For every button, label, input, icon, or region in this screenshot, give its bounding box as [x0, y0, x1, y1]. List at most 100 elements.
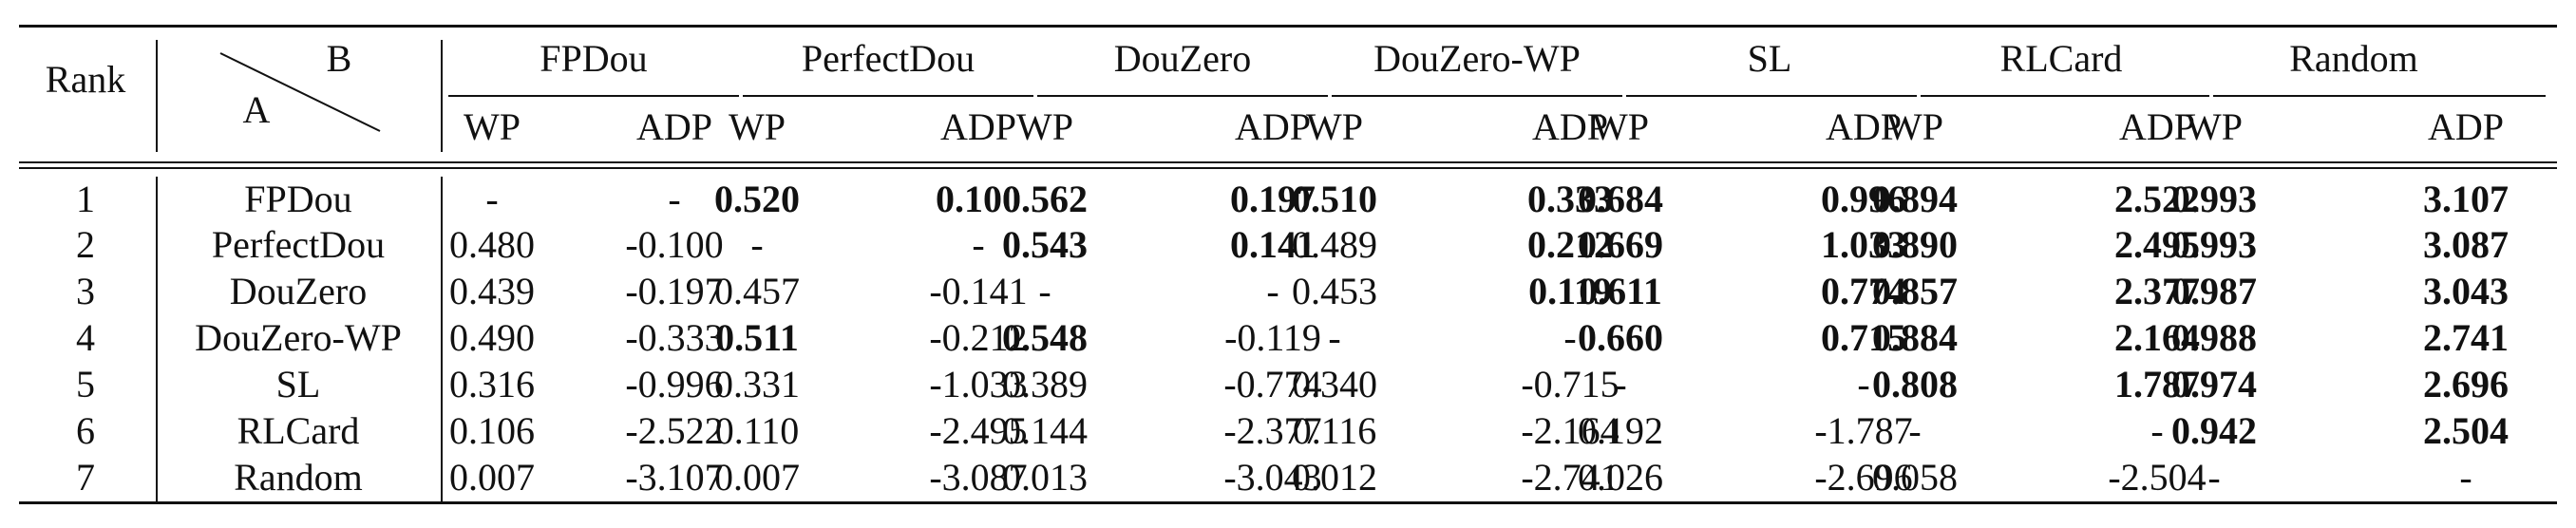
wp-cell: 0.116	[1292, 409, 1377, 452]
corner-label-a: A	[242, 88, 271, 131]
adp-cell: -0.996	[625, 363, 724, 405]
subheader-adp: ADP	[1825, 105, 1903, 148]
rank-cell: 4	[76, 316, 95, 359]
wp-cell: -	[485, 178, 499, 220]
column-group-header: PerfectDou	[801, 37, 975, 80]
wp-cell: 0.439	[449, 270, 535, 312]
wp-cell: 0.453	[1292, 270, 1377, 312]
adp-cell: -0.212	[929, 316, 1028, 359]
wp-cell: 0.110	[714, 409, 800, 452]
wp-cell: 0.331	[714, 363, 800, 405]
rank-cell: 1	[76, 178, 95, 220]
subheader-adp: ADP	[1531, 105, 1609, 148]
wp-cell: 0.520	[714, 178, 800, 220]
wp-cell: 0.026	[1578, 456, 1663, 499]
adp-cell: 2.495	[2114, 223, 2200, 266]
adp-cell: -	[1266, 270, 1279, 312]
wp-cell: -	[1908, 409, 1922, 452]
name-divider-header	[441, 40, 443, 152]
wp-cell: 0.490	[449, 316, 535, 359]
subheader-adp: ADP	[2427, 105, 2505, 148]
column-group-header: Random	[2289, 37, 2418, 80]
wp-cell: -	[1328, 316, 1341, 359]
adp-cell: 2.696	[2423, 363, 2509, 405]
wp-cell: -	[1038, 270, 1051, 312]
adp-cell: 0.333	[1527, 178, 1613, 220]
adp-cell: -0.333	[625, 316, 724, 359]
adp-cell: 1.033	[1821, 223, 1906, 266]
rank-cell: 3	[76, 270, 95, 312]
rank-cell: 7	[76, 456, 95, 499]
wp-cell: 0.144	[1002, 409, 1088, 452]
adp-cell: 0.197	[1230, 178, 1316, 220]
wp-cell: 0.660	[1578, 316, 1663, 359]
wp-cell: 0.669	[1578, 223, 1663, 266]
adp-cell: 0.100	[936, 178, 1021, 220]
group-underline	[1037, 95, 1328, 97]
name-divider-body	[441, 177, 443, 501]
wp-cell: 0.007	[449, 456, 535, 499]
wp-cell: 0.562	[1002, 178, 1088, 220]
adp-cell: -2.164	[1521, 409, 1619, 452]
column-group-header: DouZero	[1113, 37, 1252, 80]
adp-cell: -2.504	[2108, 456, 2207, 499]
agent-name-cell: FPDou	[244, 178, 352, 220]
wp-cell: 0.857	[1872, 270, 1958, 312]
adp-cell: 2.377	[2114, 270, 2200, 312]
corner-diagonal	[219, 52, 381, 132]
wp-cell: 0.543	[1002, 223, 1088, 266]
adp-cell: -1.787	[1814, 409, 1913, 452]
adp-cell: 3.107	[2423, 178, 2509, 220]
wp-cell: 0.007	[714, 456, 800, 499]
group-underline	[448, 95, 739, 97]
column-group-header: DouZero-WP	[1373, 37, 1581, 80]
group-underline	[743, 95, 1033, 97]
rank-cell: 2	[76, 223, 95, 266]
wp-cell: -	[2207, 456, 2221, 499]
subheader-wp: WP	[1016, 105, 1073, 148]
adp-cell: 2.741	[2423, 316, 2509, 359]
adp-cell: -2.377	[1223, 409, 1322, 452]
subheader-adp: ADP	[635, 105, 713, 148]
column-group-header: FPDou	[540, 37, 648, 80]
adp-cell: 3.087	[2423, 223, 2509, 266]
adp-cell: 0.119	[1528, 270, 1612, 312]
wp-cell: 0.988	[2171, 316, 2257, 359]
adp-cell: -	[2459, 456, 2472, 499]
agent-name-cell: DouZero-WP	[195, 316, 402, 359]
subheader-adp: ADP	[1234, 105, 1312, 148]
subheader-wp: WP	[1886, 105, 1943, 148]
group-underline	[1332, 95, 1622, 97]
wp-cell: 0.611	[1579, 270, 1662, 312]
top-rule	[19, 25, 2557, 28]
wp-cell: 0.480	[449, 223, 535, 266]
adp-cell: -0.715	[1521, 363, 1619, 405]
adp-cell: -3.043	[1223, 456, 1322, 499]
adp-cell: -0.141	[929, 270, 1028, 312]
adp-cell: 0.212	[1527, 223, 1613, 266]
adp-cell: 3.043	[2423, 270, 2509, 312]
wp-cell: 0.106	[449, 409, 535, 452]
header-rule	[19, 161, 2557, 163]
wp-cell: 0.389	[1002, 363, 1088, 405]
adp-cell: -2.696	[1814, 456, 1913, 499]
wp-cell: 0.511	[715, 316, 799, 359]
adp-cell: -3.107	[625, 456, 724, 499]
wp-cell: 0.340	[1292, 363, 1377, 405]
agent-name-cell: SL	[275, 363, 321, 405]
wp-cell: -	[1614, 363, 1627, 405]
adp-cell: -	[2150, 409, 2164, 452]
wp-cell: 0.987	[2171, 270, 2257, 312]
wp-cell: 0.684	[1578, 178, 1663, 220]
rank-cell: 6	[76, 409, 95, 452]
rank-divider-body	[156, 177, 158, 501]
adp-cell: -	[1857, 363, 1870, 405]
subheader-adp: ADP	[939, 105, 1017, 148]
rank-divider-header	[156, 40, 158, 152]
adp-cell: -	[1563, 316, 1577, 359]
column-group-header: SL	[1747, 37, 1792, 80]
wp-cell: 0.013	[1002, 456, 1088, 499]
adp-cell: -	[668, 178, 681, 220]
wp-cell: 0.808	[1872, 363, 1958, 405]
header-rule-2	[19, 167, 2557, 169]
